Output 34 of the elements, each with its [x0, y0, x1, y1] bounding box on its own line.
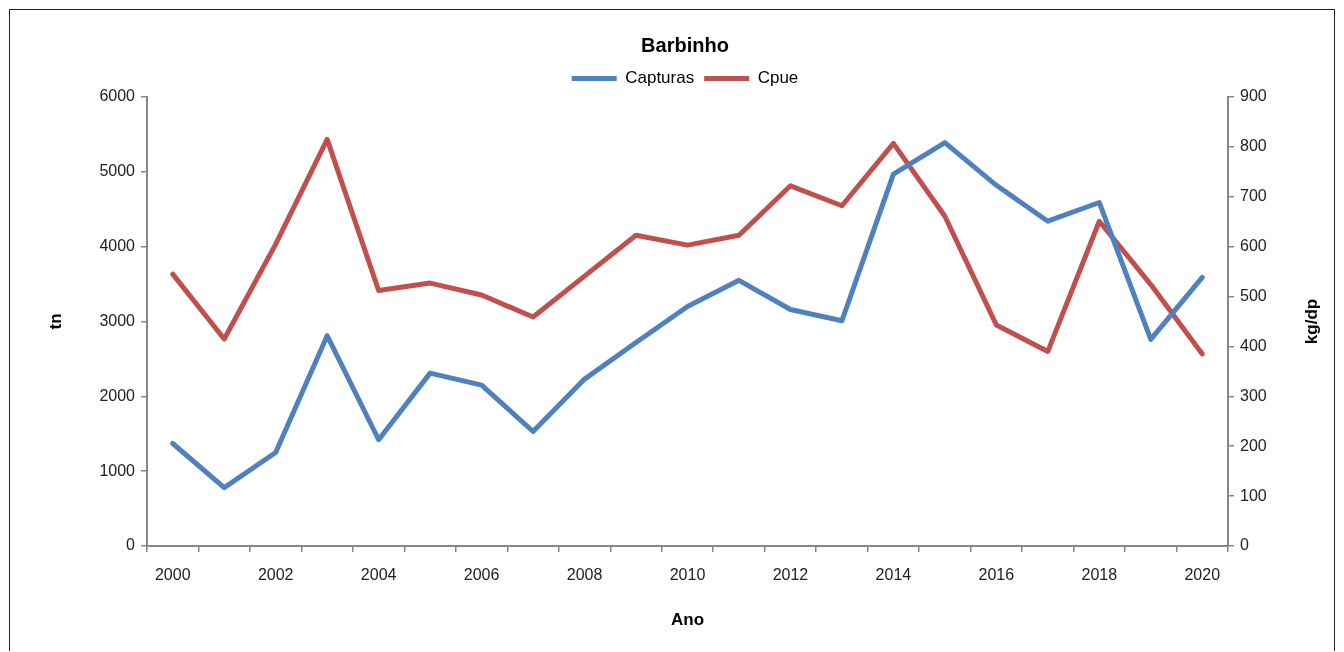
x-tick-label: 2020 [1184, 566, 1221, 584]
y2-tick-label: 400 [1240, 336, 1267, 354]
y-tick-label: 1000 [99, 461, 136, 479]
y2-tick-label: 0 [1240, 536, 1249, 554]
x-tick-label: 2002 [257, 566, 294, 584]
y-tick-label: 4000 [99, 237, 136, 255]
legend-label: Capturas [625, 68, 695, 88]
x-tick-label: 2000 [154, 566, 191, 584]
x-tick-label: 2010 [669, 566, 706, 584]
y2-tick-label: 300 [1240, 386, 1267, 404]
legend-label: Cpue [757, 68, 799, 88]
x-tick-label: 2008 [566, 566, 603, 584]
y2-tick-label: 600 [1240, 237, 1267, 255]
x-tick-label: 2004 [360, 566, 397, 584]
y-tick-label: 6000 [99, 87, 136, 105]
y2-axis-title: kg/dp [1301, 298, 1321, 345]
y-tick-label: 2000 [99, 386, 136, 404]
y2-tick-label: 900 [1240, 87, 1267, 105]
y-tick-label: 3000 [99, 311, 136, 329]
y-axis-title: tn [45, 313, 65, 330]
y2-tick-label: 700 [1240, 187, 1267, 205]
x-tick-label: 2016 [978, 566, 1015, 584]
y2-tick-label: 200 [1240, 436, 1267, 454]
y2-tick-label: 500 [1240, 286, 1267, 304]
x-tick-label: 2006 [463, 566, 500, 584]
chart-title: Barbinho [641, 33, 729, 56]
y-tick-label: 0 [126, 536, 136, 554]
y2-tick-label: 800 [1240, 137, 1267, 155]
x-axis-title: Ano [670, 610, 705, 630]
x-tick-label: 2012 [772, 566, 809, 584]
y-tick-label: 5000 [99, 162, 136, 180]
x-tick-label: 2018 [1081, 566, 1118, 584]
y2-tick-label: 100 [1240, 486, 1267, 504]
x-tick-label: 2014 [875, 566, 912, 584]
